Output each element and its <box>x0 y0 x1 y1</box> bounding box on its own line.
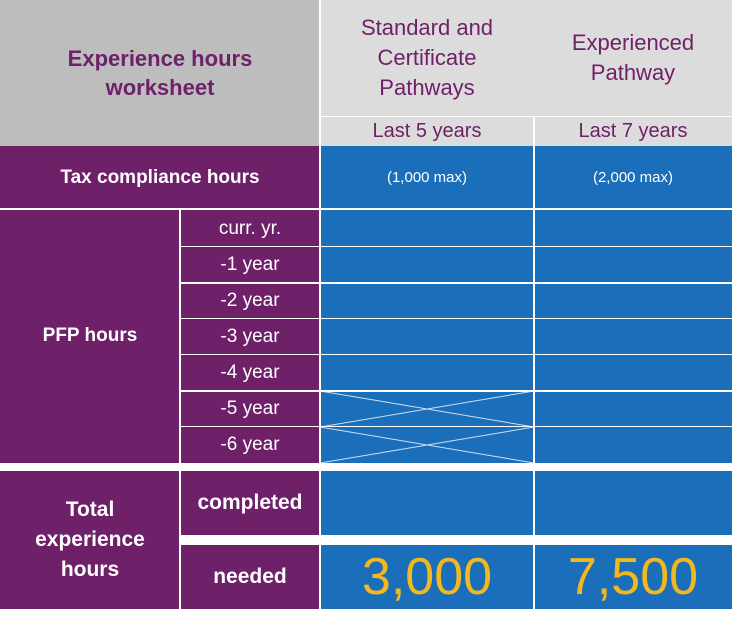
divider <box>0 463 732 471</box>
divider <box>533 116 535 609</box>
worksheet-title: Experience hours worksheet <box>67 46 253 100</box>
col1-period: Last 5 years <box>372 120 482 142</box>
divider <box>319 0 321 609</box>
needed-label-cell: needed <box>180 545 320 609</box>
needed-col2-cell: 7,500 <box>534 545 732 609</box>
completed-label: completed <box>197 491 303 514</box>
pfp-years-column <box>180 209 320 463</box>
needed-col1-cell: 3,000 <box>320 545 534 609</box>
pfp-year-minus1: -1 year <box>180 247 320 283</box>
col2-title: Experienced Pathway <box>571 30 695 85</box>
divider <box>0 208 732 210</box>
total-label-cell: Total experience hours <box>0 471 180 609</box>
worksheet-title-cell: Experience hours worksheet <box>0 0 320 146</box>
pfp-year-minus2: -2 year <box>180 283 320 319</box>
pfp-year-label: curr. yr. <box>218 218 282 239</box>
pfp-year-label: -5 year <box>220 398 280 419</box>
divider <box>180 282 732 284</box>
col1-title-cell: Standard and Certificate Pathways <box>320 0 534 116</box>
pfp-year-minus4: -4 year <box>180 355 320 391</box>
divider <box>180 318 732 319</box>
pfp-year-minus5: -5 year <box>180 391 320 427</box>
needed-col2-value: 7,500 <box>567 548 699 606</box>
completed-col1-cell <box>320 471 534 535</box>
completed-label-cell: completed <box>180 471 320 535</box>
divider <box>180 246 732 247</box>
needed-col1-value: 3,000 <box>361 548 493 606</box>
crossed-out-cell <box>319 390 535 428</box>
tax-label-cell: Tax compliance hours <box>0 146 320 209</box>
pfp-year-minus6: -6 year <box>180 427 320 463</box>
divider <box>180 354 732 355</box>
col1-period-cell: Last 5 years <box>320 116 534 146</box>
needed-label: needed <box>213 565 287 588</box>
tax-col1-max: (1,000 max) <box>386 169 468 186</box>
pfp-year-label: -2 year <box>220 290 280 311</box>
tax-label: Tax compliance hours <box>60 166 260 188</box>
total-label: Total experience hours <box>35 498 145 581</box>
col2-period-cell: Last 7 years <box>534 116 732 146</box>
completed-col2-cell <box>534 471 732 535</box>
pfp-year-curr: curr. yr. <box>180 211 320 247</box>
crossed-out-cell <box>319 426 535 464</box>
divider <box>180 426 732 427</box>
pfp-label-cell: PFP hours <box>0 209 180 463</box>
pfp-year-label: -3 year <box>220 326 280 347</box>
tax-col2-max: (2,000 max) <box>592 169 674 186</box>
tax-col2-cell: (2,000 max) <box>534 146 732 209</box>
pfp-label: PFP hours <box>42 325 138 346</box>
pfp-year-minus3: -3 year <box>180 319 320 355</box>
pfp-year-label: -4 year <box>220 362 280 383</box>
divider <box>179 209 181 609</box>
col1-title: Standard and Certificate Pathways <box>360 15 494 100</box>
divider <box>180 390 732 392</box>
divider <box>180 535 732 545</box>
pfp-year-label: -1 year <box>220 254 280 275</box>
col2-period: Last 7 years <box>578 120 688 142</box>
pfp-col2-column <box>534 209 732 463</box>
pfp-year-label: -6 year <box>220 434 280 455</box>
tax-col1-cell: (1,000 max) <box>320 146 534 209</box>
col2-title-cell: Experienced Pathway <box>534 0 732 116</box>
